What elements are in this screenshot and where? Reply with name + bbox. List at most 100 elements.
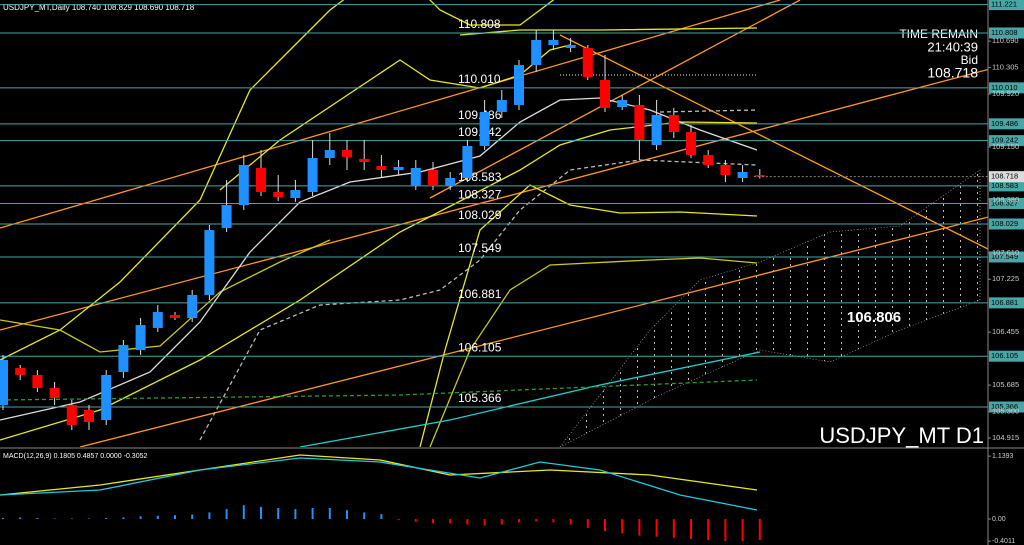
histogram-bar — [174, 515, 176, 520]
histogram-bar — [724, 519, 727, 542]
candle-body — [703, 154, 714, 166]
y-tick-label: -0.4011 — [992, 538, 1015, 545]
level-label: 105.366 — [458, 391, 502, 405]
current-price-box — [989, 171, 1024, 183]
candle-body — [256, 167, 266, 193]
candle-body — [324, 150, 335, 159]
candle-body — [514, 65, 524, 106]
histogram-bar — [380, 514, 383, 520]
histogram-bar — [552, 519, 555, 523]
current-price-label: 108.718 — [991, 172, 1018, 181]
level-label: 108.327 — [458, 188, 502, 202]
histogram-bar — [690, 519, 692, 539]
candle-body — [376, 165, 387, 171]
histogram-bar — [500, 519, 503, 525]
level-price-box — [989, 27, 1024, 39]
y-tick-label: 110.305 — [992, 63, 1019, 72]
candle-body — [32, 374, 43, 388]
candle-body — [273, 192, 284, 197]
ichimoku-cloud — [559, 169, 981, 447]
histogram-bar — [672, 519, 675, 538]
candle-body — [342, 150, 352, 157]
histogram-bar — [53, 518, 56, 520]
band — [459, 27, 758, 36]
histogram-bar — [260, 506, 262, 520]
histogram-bar — [535, 519, 538, 522]
level-label: 107.549 — [458, 241, 502, 255]
level-price-box — [989, 218, 1024, 230]
candle-body — [496, 99, 507, 113]
histogram-bar — [328, 507, 331, 520]
time-remain: 21:40:39 — [927, 39, 978, 54]
trend-line — [559, 34, 988, 250]
level-label: 110.010 — [458, 72, 501, 86]
histogram-bar — [466, 519, 469, 525]
macd-line — [0, 457, 758, 511]
histogram-bar — [363, 512, 366, 520]
y-tick-label: 104.915 — [992, 433, 1019, 442]
level-price-label: 108.029 — [991, 219, 1018, 228]
histogram-bar — [449, 519, 452, 524]
level-price-box — [989, 251, 1024, 263]
candle-body — [393, 167, 404, 171]
level-price-box — [989, 82, 1024, 94]
candle-body — [307, 158, 318, 193]
histogram-bar — [586, 519, 589, 528]
level-price-box — [989, 180, 1024, 192]
candle-body — [668, 114, 679, 133]
bid-price: 108.718 — [927, 65, 978, 81]
candle-body — [565, 45, 576, 48]
candle-body — [15, 367, 26, 375]
level-label: 111.221 — [458, 0, 500, 3]
y-tick-label: 107.225 — [992, 274, 1019, 283]
histogram-bar — [569, 519, 572, 525]
histogram-bar — [707, 519, 710, 541]
trend-line — [0, 0, 781, 229]
level-price-label: 106.105 — [991, 351, 1018, 360]
histogram-bar — [208, 512, 211, 520]
histogram-bar — [741, 519, 744, 542]
histogram-bar — [191, 514, 194, 520]
moving-average — [0, 379, 758, 401]
level-price-box — [989, 350, 1024, 362]
candle-body — [204, 230, 215, 295]
macd-signal — [0, 454, 758, 496]
candle-body — [462, 145, 473, 179]
histogram-bar — [483, 519, 486, 526]
candle-body — [686, 132, 696, 155]
band — [429, 257, 758, 447]
histogram-bar — [518, 519, 520, 523]
level-label: 110.808 — [458, 17, 501, 31]
level-price-box — [989, 297, 1024, 309]
trend-line — [0, 68, 988, 331]
histogram-bar — [604, 519, 606, 532]
bid-label: Bid — [961, 53, 978, 67]
time-remain-label: TIME REMAIN — [899, 27, 978, 41]
histogram-bar — [242, 505, 245, 520]
level-price-label: 110.808 — [991, 28, 1018, 37]
histogram-bar — [621, 519, 624, 534]
level-price-box — [989, 118, 1024, 130]
level-price-label: 109.242 — [991, 136, 1018, 145]
y-tick-label: 107.610 — [992, 248, 1019, 257]
annotation-label: 106.806 — [847, 309, 901, 326]
histogram-bar — [139, 516, 142, 520]
histogram-bar — [156, 515, 159, 520]
candle-body — [634, 105, 645, 140]
histogram-bar — [655, 519, 658, 537]
candle-body — [617, 99, 628, 108]
candle-body — [238, 165, 249, 206]
band — [419, 184, 758, 447]
candle-body — [135, 325, 146, 351]
band — [0, 121, 758, 441]
histogram-bar — [105, 517, 108, 520]
moving-average — [199, 159, 758, 441]
candle-body — [428, 170, 438, 186]
histogram-bar — [414, 519, 417, 522]
candle-body — [582, 47, 593, 77]
indicators — [0, 0, 988, 447]
y-tick-label: 110.690 — [992, 36, 1019, 45]
candle-body — [720, 165, 731, 175]
